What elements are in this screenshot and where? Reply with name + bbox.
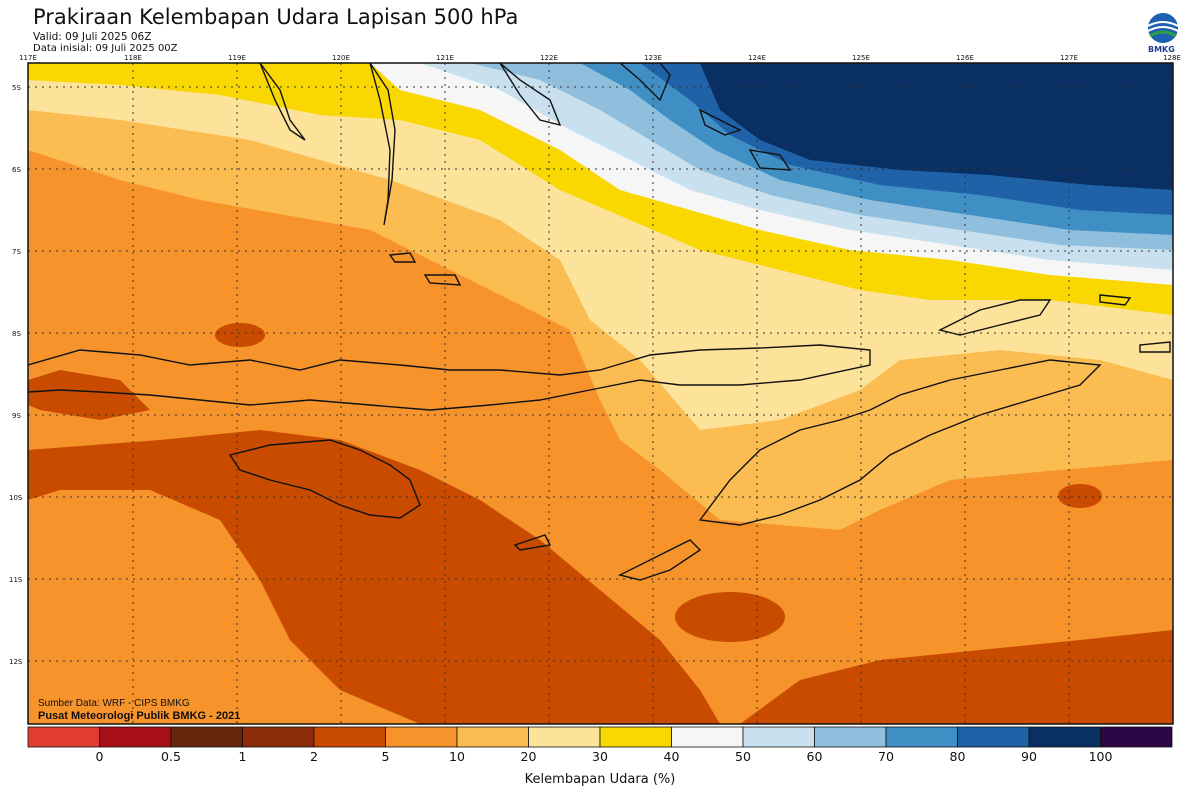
- lat-label: 8S: [12, 330, 21, 338]
- publisher: Pusat Meteorologi Publik BMKG - 2021: [38, 710, 241, 722]
- colorbar-tick-label: 100: [1088, 749, 1113, 764]
- lat-label: 5S: [12, 84, 21, 92]
- colorbar-swatch: [313, 726, 386, 748]
- colorbar-swatch: [671, 726, 744, 748]
- lon-label: 120E: [332, 54, 350, 62]
- colorbar-swatch: [242, 726, 315, 748]
- lon-label: 119E: [228, 54, 246, 62]
- lat-label: 6S: [12, 166, 21, 174]
- init-time: Data inisial: 09 Juli 2025 00Z: [33, 43, 178, 54]
- colorbar-tick-label: 80: [949, 749, 966, 764]
- colorbar-tick-label: 30: [592, 749, 608, 764]
- lat-label: 9S: [12, 412, 21, 420]
- field-2-5-west: [28, 370, 150, 420]
- logo-label: BMKG: [1148, 45, 1175, 54]
- lon-label: 127E: [1060, 54, 1078, 62]
- colorbar-title: Kelembapan Udara (%): [524, 772, 676, 787]
- field-2-5-patch: [675, 592, 785, 642]
- colorbar-swatch: [885, 726, 958, 748]
- colorbar-swatch: [27, 726, 100, 748]
- lat-label: 11S: [9, 576, 23, 584]
- field-90-100: [700, 63, 1173, 190]
- field-2-5-southeast: [740, 630, 1173, 724]
- bmkg-logo-icon: [1147, 13, 1179, 43]
- colorbar-tick-label: 2: [310, 749, 318, 764]
- colorbar: [27, 726, 1173, 748]
- colorbar-tick-label: 90: [1021, 749, 1037, 764]
- colorbar-tick-label: 50: [735, 749, 751, 764]
- lat-label: 7S: [12, 248, 21, 256]
- valid-time: Valid: 09 Juli 2025 06Z: [33, 31, 152, 43]
- colorbar-swatch: [957, 726, 1030, 748]
- lon-label: 117E: [19, 54, 37, 62]
- colorbar-tick-label: 0.5: [161, 749, 181, 764]
- colorbar-tick-label: 1: [238, 749, 247, 764]
- colorbar-swatch: [814, 726, 887, 748]
- map-title: Prakiraan Kelembapan Udara Lapisan 500 h…: [33, 5, 519, 29]
- lat-label: 12S: [9, 658, 23, 666]
- colorbar-swatch: [456, 726, 529, 748]
- colorbar-swatch: [385, 726, 458, 748]
- colorbar-tick-label: 60: [806, 749, 823, 764]
- colorbar-swatch: [170, 726, 243, 748]
- colorbar-swatch: [99, 726, 172, 748]
- colorbar-swatch: [1028, 726, 1101, 748]
- lon-label: 121E: [436, 54, 454, 62]
- colorbar-tick-label: 70: [878, 749, 894, 764]
- colorbar-tick-label: 0: [95, 749, 104, 764]
- graticule: [28, 63, 1173, 724]
- colorbar-swatch: [1100, 726, 1173, 748]
- colorbar-tick-label: 40: [663, 749, 680, 764]
- colorbar-swatch: [599, 726, 672, 748]
- lon-label: 125E: [852, 54, 870, 62]
- lon-label: 123E: [644, 54, 662, 62]
- lon-label: 124E: [748, 54, 766, 62]
- field-2-5-small: [1058, 484, 1102, 508]
- lat-labels: 5S 6S 7S 8S 9S 10S 11S 12S: [9, 84, 23, 666]
- lon-label: 126E: [956, 54, 974, 62]
- colorbar-tick-label: 10: [449, 749, 465, 764]
- lon-label: 128E: [1163, 54, 1181, 62]
- field-2-5-south: [28, 430, 720, 724]
- colorbar-tick-label: 5: [381, 749, 390, 764]
- lon-labels: 117E 118E 119E 120E 121E 122E 123E 124E …: [19, 54, 1181, 62]
- humidity-fields: [28, 63, 1173, 724]
- map-frame: [27, 62, 1174, 725]
- field-2-5-sumbawa: [215, 323, 265, 347]
- data-source: Sumber Data: WRF - CIPS BMKG: [38, 698, 190, 709]
- lat-label: 10S: [9, 494, 23, 502]
- colorbar-swatch: [528, 726, 601, 748]
- colorbar-tick-label: 20: [520, 749, 537, 764]
- lon-label: 122E: [540, 54, 558, 62]
- colorbar-swatch: [742, 726, 815, 748]
- lon-label: 118E: [124, 54, 142, 62]
